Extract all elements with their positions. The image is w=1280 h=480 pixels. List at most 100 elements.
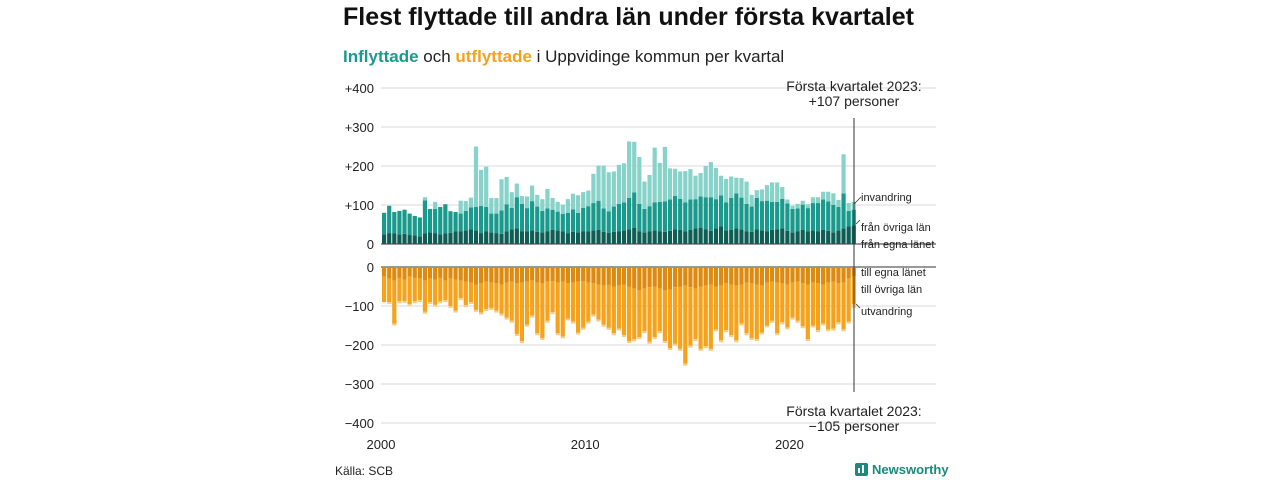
bar-in-egna	[402, 233, 407, 244]
bar-in-ovriga	[826, 201, 831, 231]
bar-in-egna	[535, 231, 540, 244]
y-tick-bottom: −400	[345, 416, 374, 431]
bar-out-utvandring	[458, 298, 463, 301]
bar-out-egna	[642, 267, 647, 289]
bar-out-ovriga	[821, 284, 826, 324]
bar-out-utvandring	[519, 341, 525, 344]
bar-out-utvandring	[616, 328, 622, 331]
bar-in-ovriga	[647, 206, 652, 232]
bar-in-ovriga	[586, 206, 591, 232]
bar-out-ovriga	[826, 282, 831, 330]
bar-in-invandring	[724, 178, 729, 203]
bar-out-ovriga	[734, 285, 739, 341]
bar-in-egna	[662, 231, 667, 244]
bar-in-egna	[841, 228, 846, 244]
bar-in-invandring	[713, 167, 719, 200]
bar-in-ovriga	[473, 206, 479, 231]
bar-out-utvandring	[509, 320, 514, 323]
bar-out-utvandring	[560, 336, 565, 339]
bar-out-ovriga	[463, 281, 468, 306]
bar-out-egna	[601, 267, 606, 286]
bar-out-ovriga	[836, 283, 841, 323]
bar-out-ovriga	[468, 282, 473, 303]
bar-out-egna	[448, 267, 453, 279]
bar-out-utvandring	[545, 320, 550, 323]
bar-out-ovriga	[662, 290, 667, 342]
bar-out-egna	[611, 267, 616, 287]
bar-in-egna	[484, 231, 489, 244]
bar-out-ovriga	[642, 288, 647, 332]
bar-in-invandring	[775, 182, 780, 202]
bar-out-utvandring	[596, 319, 601, 322]
bar-in-egna	[504, 231, 509, 244]
bar-in-egna	[652, 230, 657, 244]
bar-in-invandring	[494, 197, 499, 214]
bar-in-egna	[565, 233, 570, 244]
bar-in-ovriga	[397, 210, 402, 235]
bar-out-egna	[703, 267, 708, 286]
bar-in-invandring	[545, 189, 550, 209]
bar-in-ovriga	[484, 206, 489, 232]
bar-in-egna	[821, 229, 826, 244]
bar-in-egna	[382, 234, 387, 244]
bar-in-ovriga	[672, 196, 678, 230]
bar-out-egna	[524, 267, 530, 282]
bar-out-ovriga	[540, 283, 545, 338]
bar-out-ovriga	[443, 280, 448, 301]
bar-out-egna	[662, 267, 667, 291]
bar-in-egna	[540, 232, 545, 244]
bar-out-egna	[621, 267, 627, 285]
bar-in-ovriga	[846, 210, 851, 227]
label-till-ovriga-lan: till övriga län	[861, 284, 922, 296]
bar-out-egna	[591, 267, 596, 284]
bar-in-egna	[560, 231, 565, 244]
bar-in-invandring	[703, 166, 708, 198]
bar-out-ovriga	[652, 286, 657, 338]
bar-in-ovriga	[729, 197, 734, 230]
bar-out-egna	[443, 267, 448, 281]
bar-in-ovriga	[662, 201, 667, 232]
bar-out-egna	[489, 267, 494, 283]
bar-in-egna	[443, 233, 448, 244]
bar-out-egna	[846, 267, 851, 279]
bar-out-utvandring	[627, 341, 632, 344]
bar-out-egna	[596, 267, 601, 285]
bar-out-utvandring	[754, 339, 759, 342]
bar-out-utvandring	[718, 340, 724, 343]
bar-in-invandring	[693, 175, 698, 200]
bar-in-egna	[575, 232, 581, 244]
bar-out-egna	[560, 267, 565, 282]
bar-out-ovriga	[729, 284, 734, 336]
bar-out-utvandring	[815, 330, 821, 333]
bar-out-utvandring	[678, 348, 683, 351]
bar-out-egna	[509, 267, 514, 282]
bar-in-invandring	[739, 178, 744, 198]
bar-out-ovriga	[427, 278, 433, 303]
bar-out-egna	[744, 267, 749, 283]
bar-out-utvandring	[504, 317, 509, 320]
bar-in-invandring	[662, 146, 667, 202]
bar-out-egna	[535, 267, 540, 283]
bar-in-egna	[632, 227, 637, 244]
bar-in-ovriga	[821, 199, 826, 230]
bar-in-egna	[657, 231, 662, 244]
bar-in-ovriga	[504, 204, 509, 232]
bar-out-ovriga	[504, 282, 509, 318]
bar-out-egna	[724, 267, 729, 284]
bar-out-egna	[555, 267, 560, 283]
bar-out-ovriga	[422, 280, 428, 312]
bar-in-egna	[739, 229, 744, 244]
bar-in-invandring	[509, 192, 514, 208]
bar-in-invandring	[652, 147, 657, 203]
bar-in-ovriga	[540, 210, 545, 233]
bar-in-invandring	[698, 173, 703, 197]
bar-in-egna	[555, 230, 560, 244]
bar-out-ovriga	[402, 279, 407, 301]
bar-in-invandring	[683, 171, 688, 203]
bar-out-ovriga	[601, 285, 606, 325]
bar-out-utvandring	[448, 306, 453, 308]
bar-in-invandring	[433, 201, 438, 209]
bar-out-egna	[484, 267, 489, 282]
bar-in-ovriga	[601, 208, 606, 232]
bar-out-utvandring	[698, 348, 703, 351]
